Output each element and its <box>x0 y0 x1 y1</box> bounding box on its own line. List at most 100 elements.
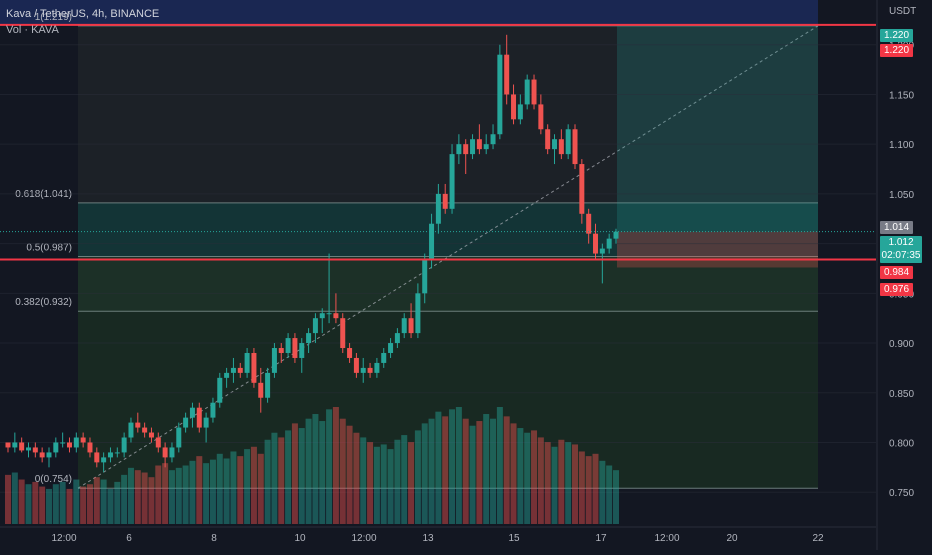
y-tick-label: 0.900 <box>889 339 914 350</box>
candle-body <box>114 452 120 454</box>
candle-body <box>524 79 530 105</box>
candle-body <box>299 343 305 358</box>
x-tick-label: 12:00 <box>51 533 76 544</box>
volume-bar <box>462 418 469 524</box>
candle-body <box>586 213 592 234</box>
candle-body <box>87 442 93 453</box>
volume-bar <box>592 453 599 524</box>
candle-body <box>497 54 503 135</box>
position-stop-zone <box>617 231 818 268</box>
candle-body <box>374 362 380 373</box>
volume-bar <box>162 463 169 524</box>
volume-bar <box>572 444 579 524</box>
y-tick-label: 1.100 <box>889 140 914 151</box>
volume-bar <box>223 458 230 524</box>
candle-body <box>319 313 325 319</box>
volume-bar <box>73 479 80 524</box>
volume-bar <box>421 423 428 524</box>
volume-bar <box>326 409 333 524</box>
candle-body <box>606 238 612 249</box>
candle-body <box>538 104 544 130</box>
y-tick-label: 0.750 <box>889 488 914 499</box>
candle-body <box>210 402 216 418</box>
volume-bar <box>312 414 319 524</box>
fib-level-label: 0(0.754) <box>35 474 72 485</box>
candle-body <box>60 442 66 444</box>
fib-level-label: 0.5(0.987) <box>26 243 72 254</box>
volume-bar <box>449 409 456 524</box>
volume-bar <box>298 428 305 524</box>
volume-bar <box>189 460 196 524</box>
volume-bar <box>510 423 517 524</box>
volume-bar <box>367 442 374 524</box>
fib-band <box>78 256 818 312</box>
candle-body <box>196 407 202 428</box>
candle-body <box>66 442 72 448</box>
volume-bar <box>565 442 572 524</box>
volume-bar <box>264 439 271 524</box>
volume-bar <box>503 416 510 524</box>
candle-body <box>388 343 394 353</box>
candle-body <box>162 447 168 458</box>
volume-bar <box>558 439 565 524</box>
candle-body <box>183 417 189 428</box>
candle-body <box>271 348 277 373</box>
volume-bar <box>18 479 25 524</box>
volume-bar <box>442 416 449 524</box>
volume-bar <box>285 430 292 524</box>
volume-bar <box>496 407 503 524</box>
volume-bar <box>469 425 476 524</box>
x-tick-label: 8 <box>211 533 217 544</box>
candle-body <box>476 139 482 150</box>
fib-band <box>78 311 818 489</box>
volume-bar <box>32 481 39 524</box>
volume-bar <box>544 442 551 524</box>
volume-bar <box>278 437 285 524</box>
candle-body <box>545 129 551 150</box>
volume-bar <box>107 488 114 524</box>
fib-level-label: 1(1.219) <box>35 12 72 23</box>
price-unit: USDT <box>889 6 917 17</box>
volume-bar <box>551 446 558 524</box>
candle-body <box>142 427 148 433</box>
volume-bar <box>353 432 360 524</box>
volume-bar <box>476 421 483 524</box>
volume-bar <box>257 453 264 524</box>
candle-body <box>155 437 161 448</box>
candle-body <box>333 313 339 319</box>
candle-body <box>593 233 599 254</box>
candle-body <box>463 144 469 155</box>
volume-bar <box>606 465 613 524</box>
volume-bar <box>168 470 175 524</box>
volume-bar <box>613 470 619 524</box>
candle-body <box>579 164 585 214</box>
x-tick-label: 6 <box>126 533 132 544</box>
volume-bar <box>517 428 524 524</box>
volume-bar <box>537 437 544 524</box>
x-tick-label: 12:00 <box>654 533 679 544</box>
candle-body <box>552 139 558 150</box>
volume-bar <box>455 407 462 524</box>
candle-body <box>558 139 564 155</box>
candle-body <box>285 338 291 353</box>
candle-body <box>203 417 209 428</box>
y-tick-label: 0.850 <box>889 389 914 400</box>
candle-body <box>531 79 537 105</box>
x-tick-label: 20 <box>726 533 738 544</box>
candle-body <box>230 367 236 373</box>
candle-body <box>435 193 441 224</box>
volume-bar <box>114 481 121 524</box>
y-tick-label: 0.800 <box>889 438 914 449</box>
candle-body <box>449 154 455 209</box>
candle-body <box>101 457 107 463</box>
candle-body <box>504 54 510 95</box>
volume-bar <box>401 435 408 524</box>
volume-bar <box>339 418 346 524</box>
candle-body <box>312 318 318 334</box>
x-tick-label: 10 <box>294 533 306 544</box>
candle-body <box>278 348 284 353</box>
volume-bar <box>408 442 415 524</box>
volume-bar <box>155 465 162 524</box>
